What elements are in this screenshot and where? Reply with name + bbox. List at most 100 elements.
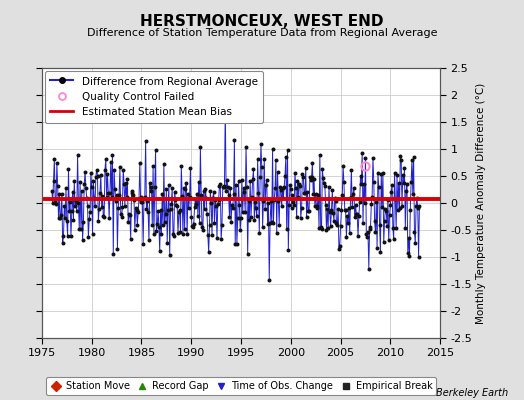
- Point: [397, 156, 406, 163]
- Point: [49, 200, 57, 206]
- Point: [278, 203, 286, 210]
- Point: [290, 202, 298, 208]
- Point: [60, 203, 69, 210]
- Point: [69, 216, 78, 223]
- Point: [136, 159, 144, 166]
- Point: [269, 220, 278, 226]
- Point: [271, 157, 280, 163]
- Point: [410, 229, 419, 235]
- Point: [78, 188, 86, 194]
- Point: [167, 200, 176, 207]
- Point: [125, 211, 133, 218]
- Point: [232, 182, 240, 188]
- Point: [156, 206, 165, 213]
- Point: [184, 190, 192, 197]
- Point: [141, 138, 150, 144]
- Point: [72, 208, 81, 215]
- Point: [313, 202, 322, 209]
- Point: [228, 205, 237, 212]
- Point: [134, 209, 143, 215]
- Point: [352, 210, 361, 217]
- Point: [268, 146, 277, 153]
- Point: [282, 154, 290, 160]
- Point: [130, 226, 139, 233]
- Point: [384, 197, 392, 204]
- Point: [375, 184, 383, 191]
- Point: [328, 207, 336, 214]
- Point: [115, 192, 123, 198]
- Point: [378, 204, 386, 210]
- Point: [83, 203, 92, 209]
- Point: [259, 198, 268, 204]
- Point: [274, 198, 282, 205]
- Point: [119, 167, 127, 173]
- Point: [357, 181, 366, 188]
- Point: [104, 190, 113, 196]
- Point: [337, 207, 346, 213]
- Point: [385, 212, 394, 218]
- Point: [254, 156, 262, 163]
- Point: [272, 230, 281, 236]
- Point: [314, 191, 322, 198]
- Point: [110, 166, 118, 173]
- Point: [358, 150, 366, 156]
- Point: [52, 201, 60, 207]
- Point: [178, 193, 187, 199]
- Point: [324, 225, 332, 232]
- Point: [281, 173, 289, 179]
- Point: [126, 212, 134, 218]
- Point: [391, 196, 400, 202]
- Point: [212, 202, 220, 209]
- Point: [266, 220, 274, 226]
- Point: [91, 202, 99, 209]
- Point: [164, 207, 172, 213]
- Point: [62, 218, 71, 224]
- Point: [174, 209, 183, 215]
- Point: [146, 188, 155, 194]
- Point: [265, 276, 274, 283]
- Point: [211, 197, 220, 203]
- Point: [345, 230, 354, 236]
- Point: [177, 162, 185, 169]
- Point: [57, 212, 65, 218]
- Point: [116, 164, 124, 170]
- Point: [102, 194, 111, 200]
- Point: [56, 214, 64, 221]
- Point: [365, 265, 373, 272]
- Point: [257, 141, 265, 148]
- Point: [80, 181, 89, 187]
- Point: [215, 182, 224, 189]
- Point: [50, 155, 59, 162]
- Point: [372, 199, 380, 205]
- Point: [330, 218, 338, 224]
- Point: [283, 146, 292, 153]
- Point: [166, 206, 174, 212]
- Point: [247, 214, 255, 220]
- Point: [286, 182, 294, 188]
- Point: [230, 190, 238, 197]
- Point: [355, 213, 363, 219]
- Point: [402, 188, 410, 194]
- Point: [408, 157, 416, 163]
- Point: [58, 191, 66, 198]
- Point: [288, 192, 297, 199]
- Point: [254, 190, 263, 196]
- Point: [194, 178, 203, 185]
- Point: [149, 163, 157, 170]
- Point: [321, 182, 329, 189]
- Point: [271, 185, 279, 192]
- Point: [355, 199, 364, 206]
- Point: [210, 188, 218, 195]
- Point: [270, 196, 278, 203]
- Point: [129, 192, 137, 198]
- Legend: Station Move, Record Gap, Time of Obs. Change, Empirical Break: Station Move, Record Gap, Time of Obs. C…: [46, 377, 436, 395]
- Point: [230, 137, 238, 143]
- Point: [411, 240, 420, 246]
- Point: [325, 209, 334, 216]
- Point: [192, 201, 200, 207]
- Point: [252, 205, 260, 212]
- Point: [366, 226, 375, 233]
- Point: [261, 206, 269, 212]
- Point: [299, 174, 308, 180]
- Point: [323, 206, 332, 212]
